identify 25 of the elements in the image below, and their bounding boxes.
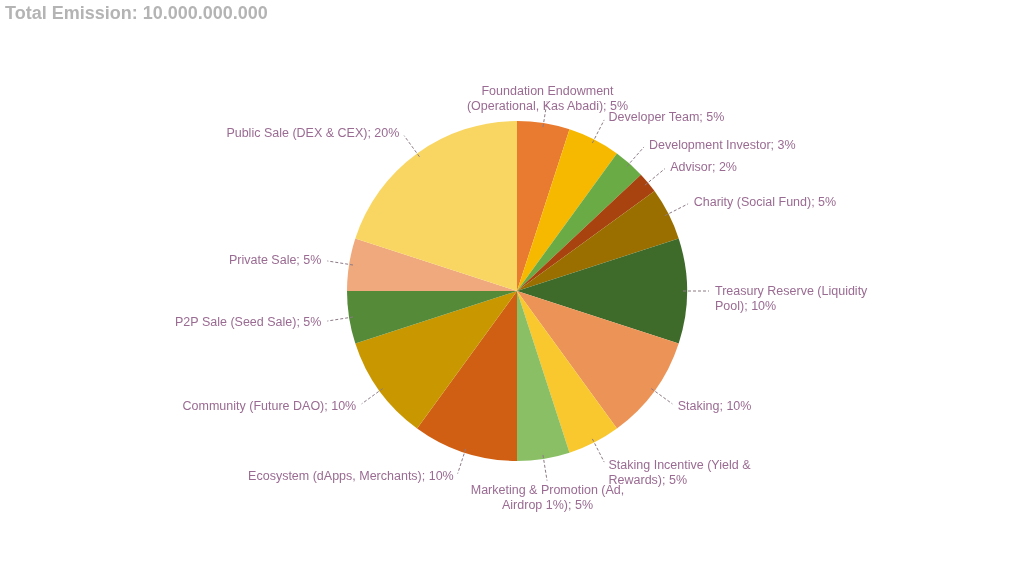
pie-slice (517, 291, 679, 429)
slice-label: Public Sale (DEX & CEX); 20% (226, 126, 400, 141)
slice-label: Community (Future DAO); 10% (182, 398, 357, 413)
slice-label: Developer Team; 5% (608, 110, 725, 125)
slice-label: Advisor; 2% (670, 159, 737, 174)
pie-slice (347, 291, 517, 344)
slice-label: Staking Incentive (Yield & Rewards); 5% (608, 457, 752, 487)
pie-slice (517, 121, 570, 291)
slice-label: Private Sale; 5% (228, 253, 322, 268)
pie-slice (517, 153, 641, 291)
pie-slice (347, 238, 517, 291)
slice-label: Development Investor; 3% (648, 137, 796, 152)
pie-slice (517, 129, 617, 291)
pie-slice (417, 291, 517, 461)
slice-label: Charity (Social Fund); 5% (693, 195, 837, 210)
slice-label: Treasury Reserve (Liquidity Pool); 10% (715, 284, 869, 313)
slice-label: P2P Sale (Seed Sale); 5% (175, 314, 322, 329)
chart-title: Total Emission: 10.000.000.000 (5, 3, 268, 23)
pie-slice (517, 191, 679, 291)
slice-label: Ecosystem (dApps, Merchants); 10% (248, 469, 454, 484)
pie-slice (517, 238, 687, 344)
pie-slice (517, 291, 617, 453)
pie-slice (355, 291, 517, 429)
pie-slice (517, 291, 570, 461)
slice-label: Staking; 10% (677, 398, 752, 413)
